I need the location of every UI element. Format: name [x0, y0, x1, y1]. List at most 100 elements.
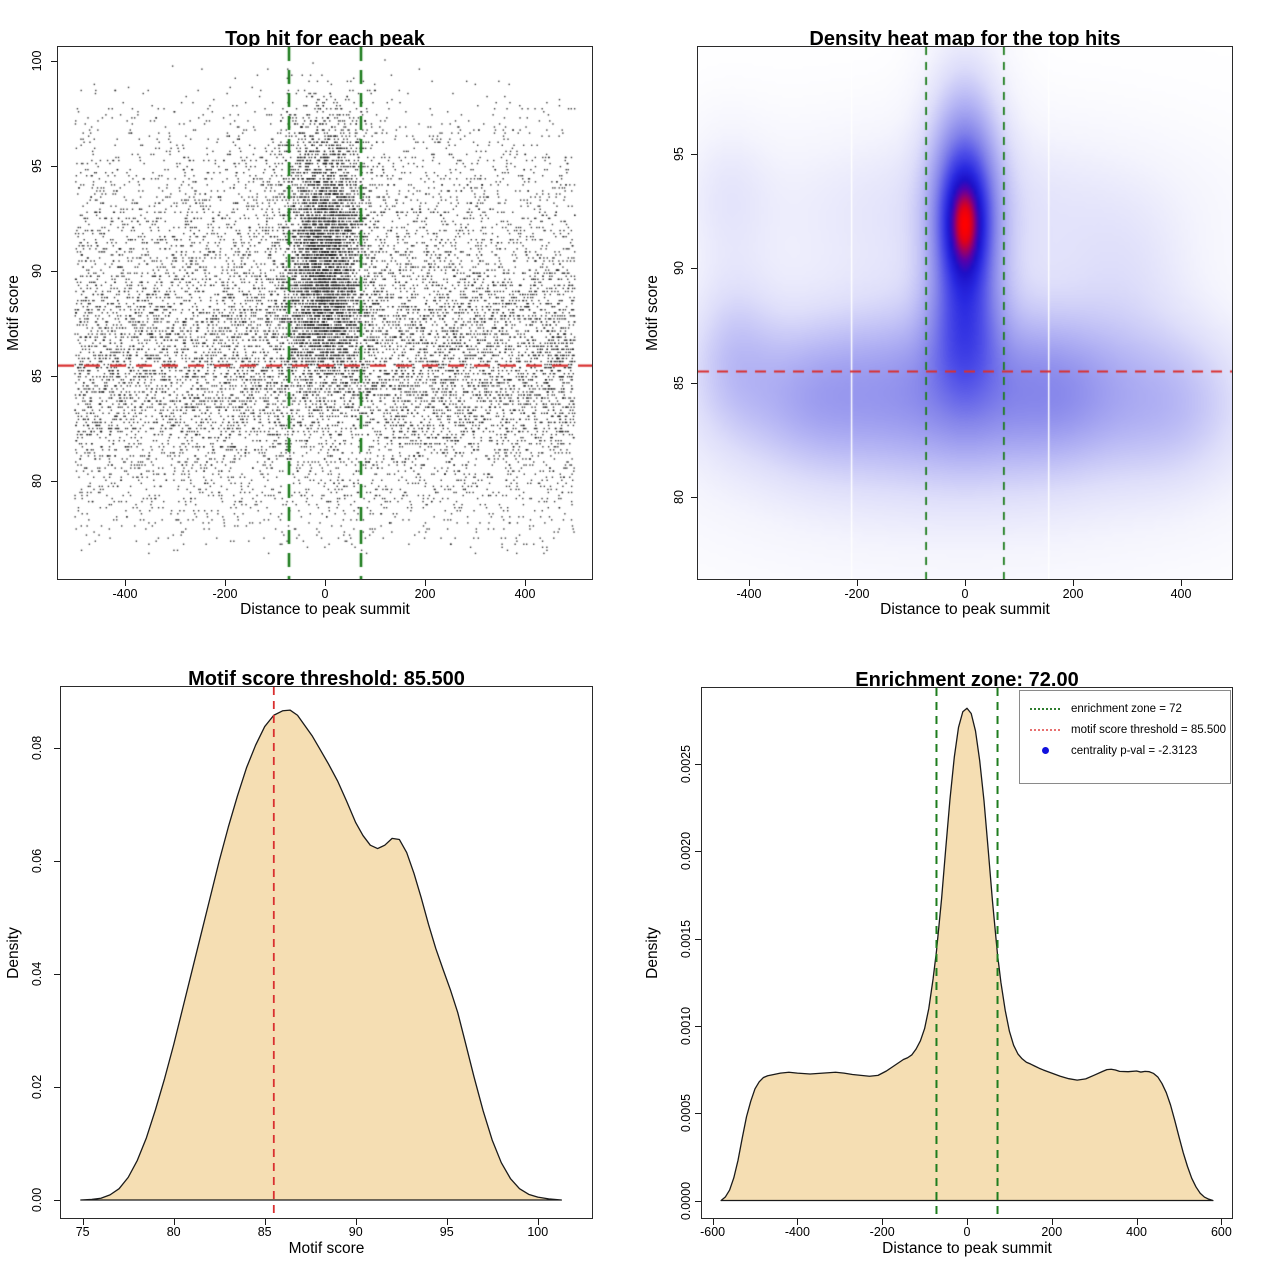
y-tick-mark	[695, 1025, 701, 1027]
x-tick-mark	[1181, 580, 1183, 586]
legend-label: enrichment zone = 72	[1071, 702, 1182, 715]
y-axis-title: Motif score	[644, 275, 661, 351]
x-tick-label: 0	[963, 1225, 971, 1239]
x-tick-mark	[797, 1219, 799, 1225]
y-tick-label: 0.0000	[679, 1181, 693, 1220]
y-tick-label: 95	[30, 159, 44, 174]
x-tick-mark	[1136, 1219, 1138, 1225]
x-tick-label: -200	[869, 1225, 895, 1239]
y-tick-label: 0.0020	[679, 832, 693, 871]
x-tick-label: -600	[700, 1225, 726, 1239]
x-tick-mark	[525, 580, 526, 586]
x-tick-mark	[446, 1219, 448, 1225]
y-tick-mark	[695, 764, 701, 766]
x-axis-title: Distance to peak summit	[240, 601, 410, 618]
y-tick-mark	[54, 973, 60, 975]
y-tick-mark	[695, 938, 701, 940]
y-tick-label: 90	[30, 264, 44, 279]
x-tick-mark	[537, 1219, 539, 1225]
point-icon	[1041, 747, 1049, 754]
legend-item: centrality p-val = -2.3123	[1028, 740, 1224, 761]
y-axis-title: Density	[5, 926, 22, 979]
y-axis-title: Density	[644, 927, 661, 979]
y-tick-mark	[51, 376, 57, 378]
y-tick-label: 0.04	[30, 961, 44, 987]
y-tick-mark	[51, 481, 57, 483]
y-tick-label: 0.0010	[679, 1006, 693, 1046]
x-tick-mark	[882, 1219, 884, 1225]
y-tick-label: 0.08	[30, 735, 44, 761]
panel-title: Density heat map for the top hits	[809, 27, 1121, 50]
legend-item: enrichment zone = 72	[1028, 698, 1224, 719]
x-tick-mark	[173, 1219, 175, 1225]
y-tick-mark	[51, 61, 57, 63]
legend-dotted-line-sample	[1028, 707, 1062, 710]
x-tick-mark	[748, 580, 750, 586]
legend-label: motif score threshold = 85.500	[1071, 723, 1227, 736]
x-tick-label: 90	[348, 1225, 363, 1239]
x-tick-label: 200	[1062, 587, 1084, 601]
x-tick-label: 400	[1126, 1225, 1148, 1239]
legend-item: motif score threshold = 85.500	[1028, 719, 1227, 740]
x-axis-title: Distance to peak summit	[880, 601, 1050, 618]
x-axis-title: Motif score	[288, 1240, 365, 1257]
y-axis-title: Motif score	[5, 275, 22, 351]
y-tick-label: 0.02	[30, 1074, 44, 1100]
y-tick-mark	[691, 268, 697, 270]
plot-area	[697, 46, 1233, 580]
y-tick-label: 0.0005	[679, 1094, 693, 1133]
y-tick-mark	[695, 851, 701, 853]
x-tick-label: 80	[166, 1225, 181, 1239]
x-tick-label: -400	[736, 587, 762, 601]
y-tick-label: 80	[30, 474, 44, 489]
y-tick-label: 80	[672, 490, 686, 505]
x-tick-mark	[425, 580, 426, 586]
y-tick-mark	[695, 1200, 701, 1202]
panel-title: Top hit for each peak	[225, 27, 425, 50]
motif-score-density-svg	[80, 687, 563, 1218]
y-tick-mark	[54, 861, 60, 862]
x-tick-mark	[856, 580, 858, 586]
y-tick-mark	[691, 153, 697, 155]
x-tick-mark	[225, 580, 226, 586]
x-tick-label: 95	[439, 1225, 454, 1239]
x-tick-mark	[355, 1219, 357, 1225]
x-tick-label: 100	[527, 1225, 549, 1239]
scatter-plot-canvas	[58, 47, 592, 579]
x-tick-label: 200	[1041, 1225, 1063, 1239]
x-tick-label: -200	[844, 587, 870, 601]
y-tick-label: 90	[672, 261, 686, 276]
x-tick-label: 75	[75, 1225, 90, 1239]
legend-point-sample	[1028, 747, 1062, 754]
y-tick-mark	[54, 748, 60, 749]
x-tick-label: 0	[321, 587, 329, 601]
y-tick-label: 85	[30, 369, 44, 384]
y-tick-mark	[691, 382, 697, 384]
x-tick-label: 0	[961, 587, 969, 601]
legend-label: centrality p-val = -2.3123	[1071, 744, 1198, 757]
x-tick-label: -400	[784, 1225, 810, 1239]
plot-area	[57, 46, 593, 580]
x-tick-label: 400	[1170, 587, 1192, 601]
y-tick-mark	[51, 271, 57, 273]
legend-dotted-line-sample	[1028, 728, 1062, 731]
y-tick-label: 0.0015	[679, 919, 693, 958]
y-tick-label: 100	[30, 50, 44, 72]
x-tick-label: -200	[212, 587, 238, 601]
x-tick-mark	[325, 580, 326, 586]
y-tick-mark	[51, 166, 57, 168]
legend: enrichment zone = 72 motif score threshol…	[1019, 690, 1231, 784]
y-tick-mark	[691, 497, 697, 499]
x-tick-mark	[965, 580, 966, 586]
x-tick-mark	[1051, 1219, 1053, 1225]
summit-distance-density-svg	[720, 688, 1214, 1218]
panel-title: Motif score threshold: 85.500	[188, 667, 465, 690]
y-tick-mark	[54, 1086, 60, 1088]
x-tick-label: 200	[414, 587, 436, 601]
x-tick-mark	[1221, 1219, 1223, 1225]
density-curve	[80, 709, 563, 1201]
x-tick-label: 85	[257, 1225, 272, 1239]
y-tick-label: 95	[672, 146, 686, 161]
x-tick-mark	[1073, 580, 1074, 586]
